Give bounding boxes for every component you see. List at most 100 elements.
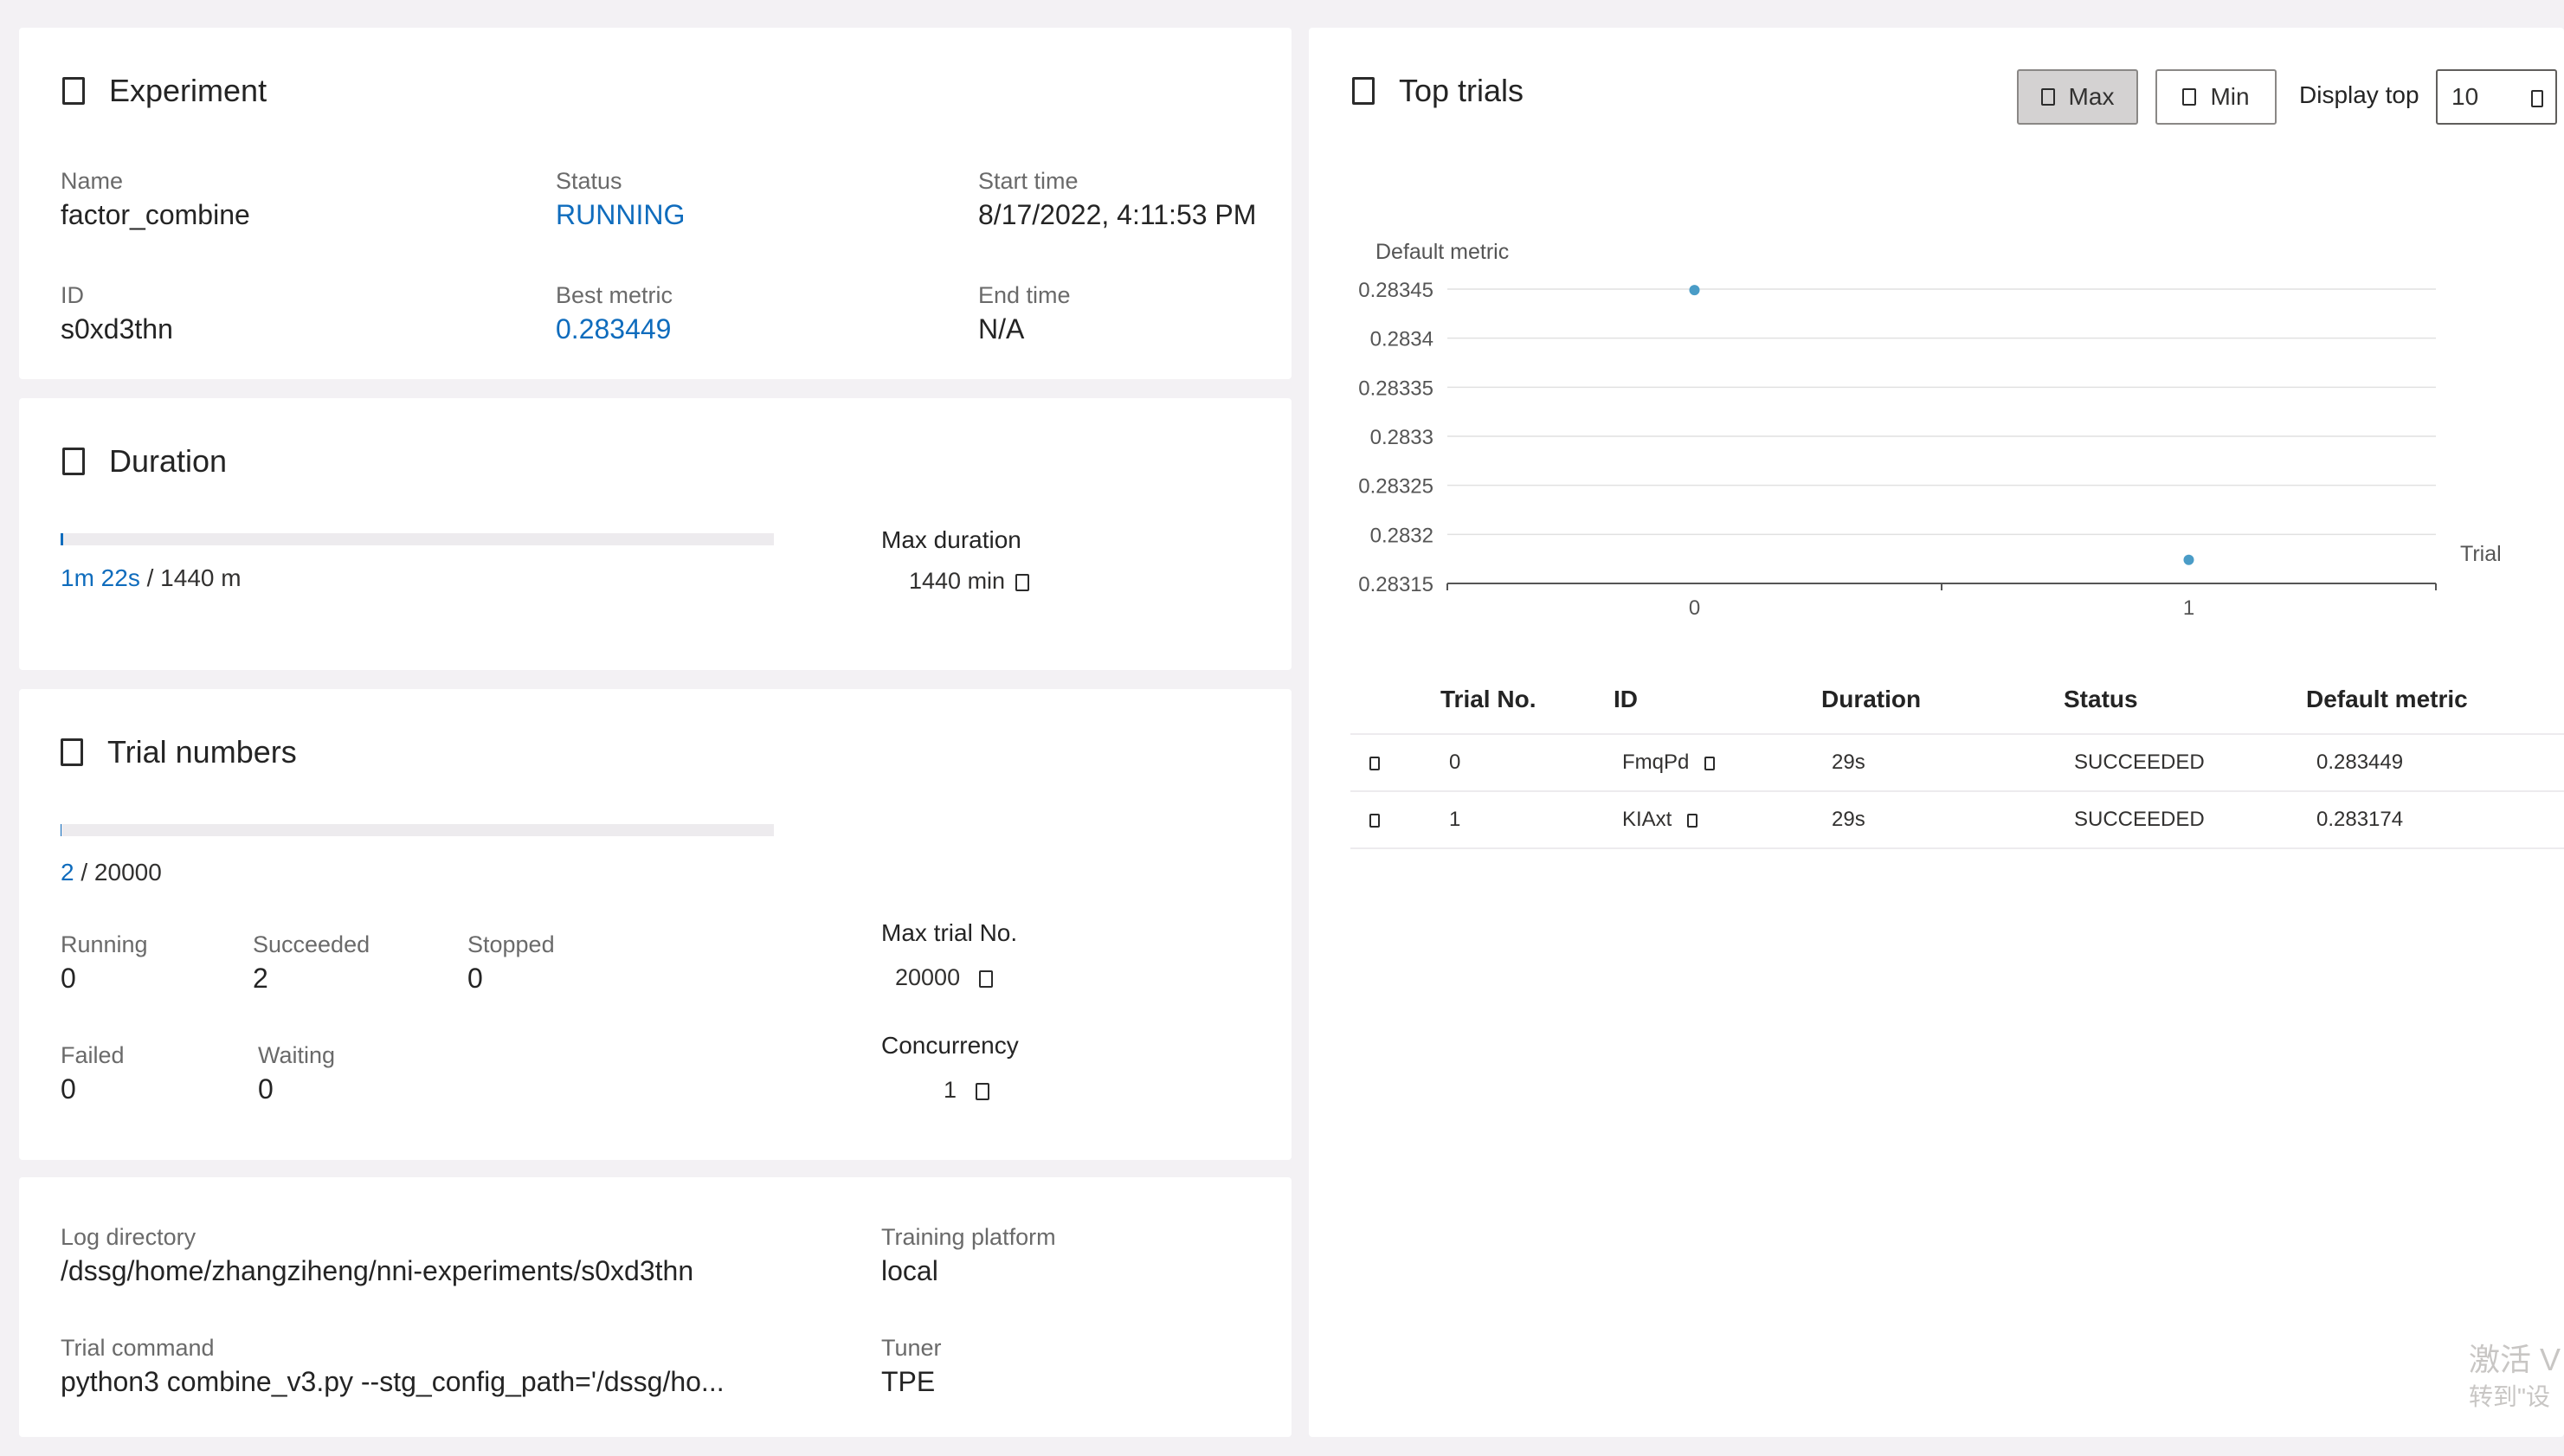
max-duration-text: 1440 min	[909, 568, 1006, 594]
trial-id-text: FmqPd	[1622, 751, 1690, 774]
max-duration-label: Max duration	[881, 526, 1021, 553]
experiment-icon	[62, 77, 85, 105]
data-point[interactable]	[2183, 554, 2194, 565]
metric-cell: 0.283449	[2306, 733, 2564, 791]
duration-title: Duration	[62, 443, 227, 480]
concurrency-text: 1	[944, 1077, 957, 1103]
max-button[interactable]: Max	[2017, 69, 2138, 125]
y-tick-label: 0.28345	[1358, 279, 1433, 302]
x-axis-label: Trial	[2460, 542, 2502, 566]
top-trials-title-text: Top trials	[1399, 73, 1524, 108]
max-trial-text: 20000	[895, 964, 961, 990]
start-time-value: 8/17/2022, 4:11:53 PM	[978, 199, 1257, 230]
chart-grid	[1446, 288, 2437, 590]
top-trials-title: Top trials	[1352, 73, 1524, 109]
failed-value: 0	[61, 1073, 76, 1105]
edit-icon[interactable]	[979, 970, 994, 988]
concurrency-label: Concurrency	[881, 1032, 1019, 1059]
failed-field: Failed 0	[61, 1040, 125, 1108]
expand-cell[interactable]	[1350, 790, 1440, 849]
min-icon	[2182, 88, 2197, 106]
trial-total: / 20000	[81, 859, 162, 886]
trial-id-text: KIAxt	[1622, 808, 1672, 831]
watermark-line1: 激活 V	[2469, 1342, 2561, 1377]
best-metric-label: Best metric	[556, 282, 673, 308]
chart-points	[1689, 285, 2194, 565]
duration-progress	[61, 533, 774, 545]
trial-numbers-title: Trial numbers	[61, 734, 297, 770]
y-tick-labels: 0.28345 0.2834 0.28335 0.2833 0.28325 0.2832 0…	[1358, 279, 1433, 596]
log-directory-value: /dssg/home/zhangziheng/nni-experiments/s…	[61, 1255, 694, 1286]
y-tick-label: 0.2832	[1370, 524, 1433, 547]
watermark-line2: 转到"设	[2469, 1383, 2550, 1410]
concurrency-value[interactable]: 1	[944, 1077, 990, 1104]
top-trials-card: Top trials Max Min Display top 10 Defaul…	[1309, 28, 2564, 1437]
running-value: 0	[61, 963, 76, 994]
stopped-label: Stopped	[467, 931, 555, 957]
expand-cell[interactable]	[1350, 733, 1440, 791]
data-point[interactable]	[1689, 285, 1700, 296]
waiting-value: 0	[258, 1073, 274, 1105]
table-row[interactable]: 0 FmqPd 29s SUCCEEDED 0.283449	[1350, 733, 2564, 791]
max-trial-label: Max trial No.	[881, 919, 1018, 946]
failed-label: Failed	[61, 1042, 125, 1068]
trial-id-cell: KIAxt	[1614, 790, 1821, 849]
config-card: Log directory /dssg/home/zhangziheng/nni…	[19, 1177, 1292, 1437]
status-value: RUNNING	[556, 199, 686, 230]
trial-done: 2	[61, 859, 74, 886]
id-field: ID s0xd3thn	[61, 280, 173, 348]
waiting-field: Waiting 0	[258, 1040, 335, 1108]
y-tick-label: 0.28315	[1358, 573, 1433, 596]
display-top-label: Display top	[2299, 81, 2419, 108]
edit-icon[interactable]	[1015, 573, 1030, 591]
copy-icon[interactable]	[1687, 813, 1698, 828]
trial-command-value: python3 combine_v3.py --stg_config_path=…	[61, 1366, 725, 1397]
col-id[interactable]: ID	[1614, 685, 1638, 712]
duration-card: Duration 1m 22s / 1440 m Max duration 14…	[19, 398, 1292, 670]
duration-cell: 29s	[1821, 733, 2064, 791]
start-time-label: Start time	[978, 168, 1079, 194]
col-status[interactable]: Status	[2064, 685, 2138, 712]
top-trials-icon	[1352, 77, 1375, 105]
col-default-metric[interactable]: Default metric	[2306, 685, 2468, 712]
y-tick-label: 0.28335	[1358, 377, 1433, 400]
trial-numbers-icon	[61, 738, 83, 766]
experiment-title-text: Experiment	[109, 73, 267, 108]
duration-progress-fill	[61, 533, 63, 545]
succeeded-label: Succeeded	[253, 931, 370, 957]
trial-summary: 2 / 20000	[61, 859, 162, 886]
name-field: Name factor_combine	[61, 166, 250, 234]
max-duration-value[interactable]: 1440 min	[909, 568, 1030, 595]
display-top-input[interactable]: 10	[2436, 69, 2557, 125]
platform-value: local	[881, 1255, 938, 1286]
waiting-label: Waiting	[258, 1042, 336, 1068]
copy-icon[interactable]	[1704, 756, 1716, 770]
log-directory-label: Log directory	[61, 1224, 196, 1250]
end-time-field: End time N/A	[978, 280, 1071, 348]
spinner-icon[interactable]	[2531, 90, 2543, 107]
id-value: s0xd3thn	[61, 313, 173, 345]
trial-numbers-title-text: Trial numbers	[107, 734, 297, 770]
name-label: Name	[61, 168, 124, 194]
experiment-card: Experiment Name factor_combine Status RU…	[19, 28, 1292, 379]
y-axis-label: Default metric	[1375, 240, 1509, 264]
edit-icon[interactable]	[976, 1082, 990, 1100]
max-icon	[2040, 88, 2055, 106]
min-button[interactable]: Min	[2155, 69, 2277, 125]
expand-icon[interactable]	[1369, 756, 1380, 770]
trial-command-field: Trial command python3 combine_v3.py --st…	[61, 1333, 725, 1401]
duration-title-text: Duration	[109, 443, 228, 479]
tuner-label: Tuner	[881, 1335, 942, 1361]
table-row[interactable]: 1 KIAxt 29s SUCCEEDED 0.283174	[1350, 790, 2564, 849]
max-trial-value[interactable]: 20000	[895, 964, 994, 991]
trial-progress	[61, 824, 774, 836]
display-top-value: 10	[2451, 83, 2479, 110]
x-tick-label: 1	[2183, 596, 2194, 616]
y-tick-label: 0.28325	[1358, 475, 1433, 499]
col-trial-no[interactable]: Trial No.	[1440, 685, 1536, 712]
col-duration[interactable]: Duration	[1821, 685, 1922, 712]
status-field: Status RUNNING	[556, 166, 685, 234]
expand-icon[interactable]	[1369, 813, 1380, 828]
best-metric-value: 0.283449	[556, 313, 672, 345]
